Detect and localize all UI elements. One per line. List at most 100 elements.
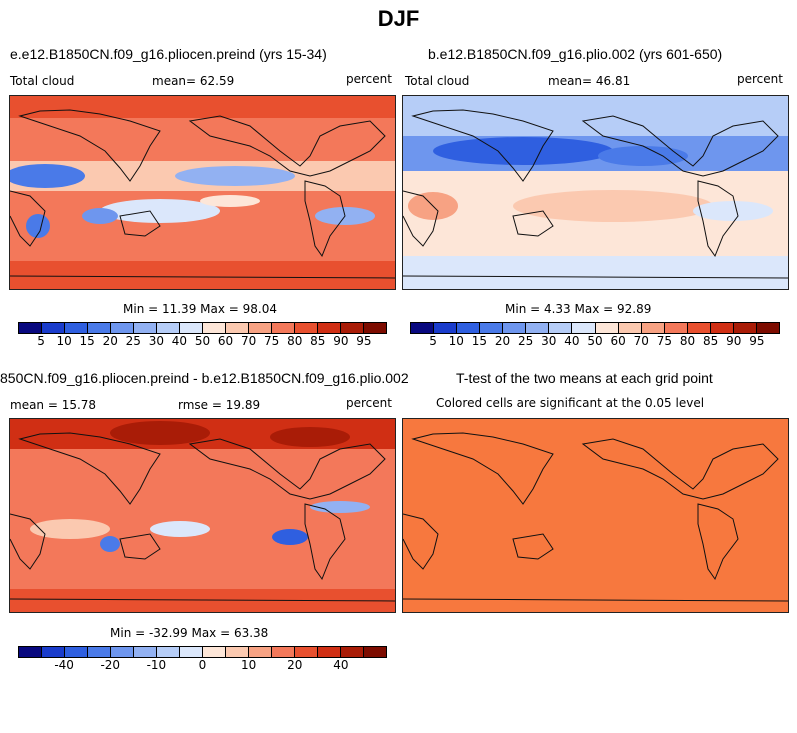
colorbar-swatch <box>341 323 364 333</box>
colorbar-swatch <box>272 647 295 657</box>
colorbar-tick-label: -20 <box>100 658 121 672</box>
colorbar-swatch <box>411 323 435 333</box>
colorbar-swatch <box>457 323 481 333</box>
colorbar-tick-label: 70 <box>633 334 649 348</box>
panel-4-map-image <box>403 419 788 612</box>
colorbar-swatch <box>733 323 757 333</box>
colorbar-swatch <box>226 647 249 657</box>
panel-3-rmse-label: rmse = 19.89 <box>178 398 261 412</box>
colorbar-swatch <box>318 323 341 333</box>
colorbar-tick-label: -40 <box>54 658 74 672</box>
panel-2-map-image <box>403 96 788 289</box>
panel-1-map-image <box>10 96 395 289</box>
colorbar-tick-label: 85 <box>310 334 326 348</box>
colorbar-tick-label: 20 <box>102 334 118 348</box>
colorbar-tick-label: -10 <box>146 658 167 672</box>
panel-1-map <box>9 95 396 290</box>
panel-2-units-label: percent <box>737 72 783 86</box>
colorbar-swatch <box>503 323 527 333</box>
colorbar-tick-label: 50 <box>587 334 603 348</box>
panel-1-stats: Min = 11.39 Max = 98.04 <box>123 302 277 316</box>
colorbar-tick-label: 0 <box>198 658 207 672</box>
colorbar-swatch <box>203 647 226 657</box>
colorbar-tick-label: 5 <box>37 334 45 348</box>
colorbar-swatch <box>272 323 295 333</box>
panel-3-colorbar-ticks: -40 -20 -10 0 10 20 40 <box>18 658 385 674</box>
panel-3-map-image <box>10 419 395 612</box>
panel-2-map <box>402 95 789 290</box>
panel-3-title: 850CN.f09_g16.pliocen.preind - b.e12.B18… <box>0 370 409 386</box>
colorbar-swatch <box>42 647 65 657</box>
colorbar-swatch <box>618 323 642 333</box>
colorbar-tick-label: 20 <box>494 334 511 348</box>
colorbar-swatch <box>88 647 111 657</box>
panel-2-variable-label: Total cloud <box>405 74 470 88</box>
panel-2-stats: Min = 4.33 Max = 92.89 <box>505 302 652 316</box>
figure-title: DJF <box>377 6 420 31</box>
colorbar-tick-label: 90 <box>726 334 742 348</box>
panel-3-stats: Min = -32.99 Max = 63.38 <box>110 626 269 640</box>
panel-1-colorbar-ticks: 5 10 15 20 25 30 40 50 60 70 75 80 85 90 95 <box>18 334 385 350</box>
colorbar-swatch <box>434 323 458 333</box>
colorbar-swatch <box>641 323 665 333</box>
panel-4-map <box>402 418 789 613</box>
colorbar-tick-label: 5 <box>429 334 437 348</box>
panel-2-colorbar <box>410 322 780 334</box>
colorbar-tick-label: 90 <box>333 334 349 348</box>
colorbar-swatch <box>42 323 65 333</box>
panel-1-mean-label: mean= 62.59 <box>152 74 235 88</box>
panel-3-mean-label: mean = 15.78 <box>10 398 97 412</box>
colorbar-swatch <box>203 323 226 333</box>
colorbar-tick-label: 30 <box>148 334 165 348</box>
colorbar-tick-label: 10 <box>240 658 257 672</box>
colorbar-swatch <box>249 323 272 333</box>
panel-3-map <box>9 418 396 613</box>
panel-2-mean-label: mean= 46.81 <box>548 74 631 88</box>
colorbar-swatch <box>65 647 88 657</box>
panel-1-colorbar <box>18 322 387 334</box>
panel-1-units-label: percent <box>346 72 392 86</box>
colorbar-tick-label: 40 <box>333 658 349 672</box>
colorbar-swatch <box>180 323 203 333</box>
panel-1-variable-label: Total cloud <box>10 74 75 88</box>
colorbar-swatch <box>111 647 134 657</box>
colorbar-swatch <box>572 323 596 333</box>
colorbar-swatch <box>364 647 386 657</box>
colorbar-tick-label: 80 <box>679 334 696 348</box>
colorbar-tick-label: 75 <box>264 334 280 348</box>
colorbar-tick-label: 20 <box>287 658 303 672</box>
panel-4-title: T-test of the two means at each grid poi… <box>456 370 713 386</box>
colorbar-tick-label: 60 <box>610 334 626 348</box>
colorbar-swatch <box>249 647 272 657</box>
colorbar-swatch <box>756 323 779 333</box>
colorbar-swatch <box>341 647 364 657</box>
panel-2-colorbar-ticks: 5 10 15 20 25 30 40 50 60 70 75 80 85 90 95 <box>410 334 778 350</box>
colorbar-swatch <box>19 323 42 333</box>
colorbar-tick-label: 25 <box>125 334 141 348</box>
colorbar-swatch <box>687 323 711 333</box>
colorbar-tick-label: 95 <box>749 334 765 348</box>
colorbar-swatch <box>19 647 42 657</box>
colorbar-swatch <box>595 323 619 333</box>
colorbar-swatch <box>157 647 180 657</box>
colorbar-tick-label: 10 <box>56 334 72 348</box>
colorbar-swatch <box>549 323 573 333</box>
colorbar-swatch <box>88 323 111 333</box>
colorbar-swatch <box>157 323 180 333</box>
colorbar-swatch <box>111 323 134 333</box>
colorbar-tick-label: 95 <box>356 334 372 348</box>
colorbar-swatch <box>134 323 157 333</box>
colorbar-tick-label: 75 <box>656 334 673 348</box>
colorbar-swatch <box>364 323 386 333</box>
colorbar-tick-label: 10 <box>448 334 464 348</box>
colorbar-tick-label: 15 <box>471 334 488 348</box>
colorbar-swatch <box>295 647 318 657</box>
colorbar-swatch <box>526 323 550 333</box>
colorbar-swatch <box>664 323 688 333</box>
panel-3-units-label: percent <box>346 396 392 410</box>
colorbar-tick-label: 70 <box>240 334 257 348</box>
panel-2-title: b.e12.B1850CN.f09_g16.plio.002 (yrs 601-… <box>428 46 723 62</box>
panel-1-title: e.e12.B1850CN.f09_g16.pliocen.preind (yr… <box>10 46 327 62</box>
colorbar-swatch <box>180 647 203 657</box>
colorbar-swatch <box>318 647 341 657</box>
